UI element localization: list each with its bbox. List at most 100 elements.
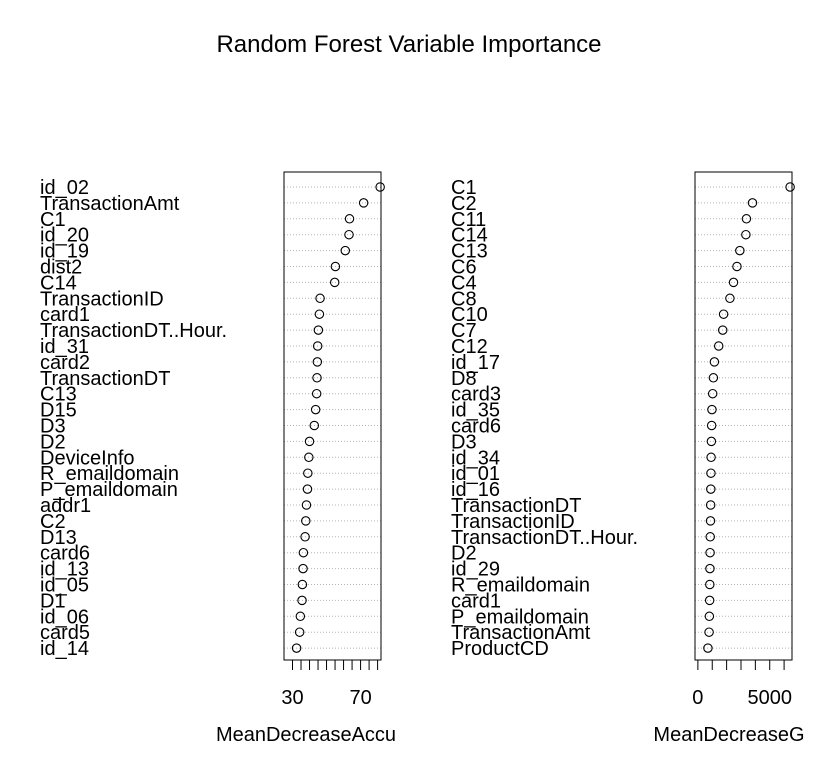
- category-label: id_02: [40, 177, 89, 199]
- x-tick-label: 70: [349, 687, 371, 709]
- data-point: [705, 547, 715, 558]
- category-label: ProductCD: [451, 638, 549, 660]
- data-point: [747, 198, 758, 208]
- data-point: [315, 293, 325, 304]
- category-label: id_35: [451, 400, 500, 422]
- category-label: D2: [451, 543, 477, 565]
- category-label: C14: [40, 272, 77, 294]
- x-tick-label: 30: [281, 687, 303, 709]
- data-point: [706, 436, 717, 447]
- category-label: id_20: [40, 225, 89, 247]
- category-label: card3: [451, 384, 501, 406]
- data-point: [705, 500, 716, 510]
- data-point: [300, 532, 310, 542]
- data-point: [725, 293, 735, 304]
- data-point: [303, 468, 313, 478]
- data-point: [340, 245, 351, 256]
- category-label: TransactionID: [40, 288, 164, 310]
- data-point: [304, 436, 315, 447]
- data-point: [297, 595, 307, 606]
- category-label: C13: [451, 241, 488, 263]
- data-point: [706, 420, 717, 431]
- data-point: [706, 468, 716, 478]
- data-point: [313, 325, 324, 335]
- category-label: id_34: [451, 447, 500, 469]
- category-label: C2: [451, 193, 477, 215]
- data-point: [705, 563, 715, 574]
- data-point: [718, 309, 729, 319]
- category-label: R_emaildomain: [451, 575, 590, 597]
- data-point: [732, 261, 742, 272]
- x-tick-label: 5000: [747, 687, 792, 709]
- data-point: [704, 611, 715, 622]
- data-point: [707, 404, 717, 415]
- category-label: id_01: [451, 463, 500, 485]
- data-point: [294, 627, 305, 637]
- data-point: [707, 388, 718, 399]
- category-label: R_emaildomain: [40, 463, 179, 485]
- data-point: [312, 341, 323, 351]
- category-label: card6: [40, 543, 90, 565]
- data-point: [301, 516, 311, 526]
- data-point: [310, 404, 321, 415]
- data-point: [311, 388, 322, 399]
- category-label: C2: [40, 511, 66, 533]
- data-point: [297, 579, 308, 590]
- category-label: card1: [451, 590, 501, 612]
- data-point: [708, 373, 719, 383]
- accuracy-panel: id_02TransactionAmtC1id_20id_19dist2C14T…: [40, 171, 396, 746]
- data-point: [728, 277, 739, 288]
- data-point: [358, 198, 369, 208]
- category-label: card1: [40, 304, 90, 326]
- data-point: [344, 214, 355, 224]
- category-label: C11: [451, 209, 486, 231]
- category-label: C10: [451, 304, 488, 326]
- data-point: [304, 452, 314, 463]
- data-point: [713, 341, 724, 351]
- category-label: addr1: [40, 495, 91, 517]
- category-label: card2: [40, 352, 90, 374]
- data-point: [329, 277, 340, 288]
- data-point: [330, 261, 341, 272]
- category-label: TransactionDT: [451, 495, 581, 517]
- category-label: card5: [40, 622, 90, 644]
- plot-frame: [694, 171, 793, 661]
- category-label: TransactionDT: [40, 368, 170, 390]
- chart-title: Random Forest Variable Importance: [216, 31, 601, 58]
- data-point: [717, 325, 728, 335]
- x-tick-label: 0: [692, 687, 703, 709]
- category-label: id_19: [40, 241, 89, 263]
- category-label: D15: [40, 400, 77, 422]
- category-label: C13: [40, 384, 77, 406]
- data-point: [705, 579, 715, 590]
- data-point: [298, 563, 308, 574]
- category-label: C7: [451, 320, 477, 342]
- data-point: [309, 420, 320, 431]
- data-point: [735, 245, 745, 256]
- data-point: [312, 373, 322, 383]
- category-label: id_16: [451, 479, 500, 501]
- data-point: [741, 214, 752, 224]
- category-label: P_emaildomain: [40, 479, 178, 501]
- data-point: [709, 357, 720, 367]
- data-point: [704, 595, 715, 606]
- data-point: [291, 643, 302, 653]
- category-label: card6: [451, 416, 501, 438]
- category-label: D3: [40, 416, 66, 438]
- data-point: [314, 309, 325, 319]
- data-point: [703, 643, 713, 653]
- category-label: C4: [451, 272, 477, 294]
- category-label: id_13: [40, 559, 89, 581]
- category-label: id_05: [40, 575, 89, 597]
- category-label: TransactionID: [451, 511, 575, 533]
- data-point: [741, 229, 751, 240]
- category-label: D13: [40, 527, 77, 549]
- category-label: TransactionDT..Hour.: [40, 320, 227, 342]
- plot-frame: [283, 171, 382, 661]
- category-label: C1: [40, 209, 66, 231]
- category-label: id_29: [451, 559, 500, 581]
- category-label: id_31: [40, 336, 89, 358]
- category-label: TransactionDT..Hour.: [451, 527, 638, 549]
- data-point: [706, 452, 716, 463]
